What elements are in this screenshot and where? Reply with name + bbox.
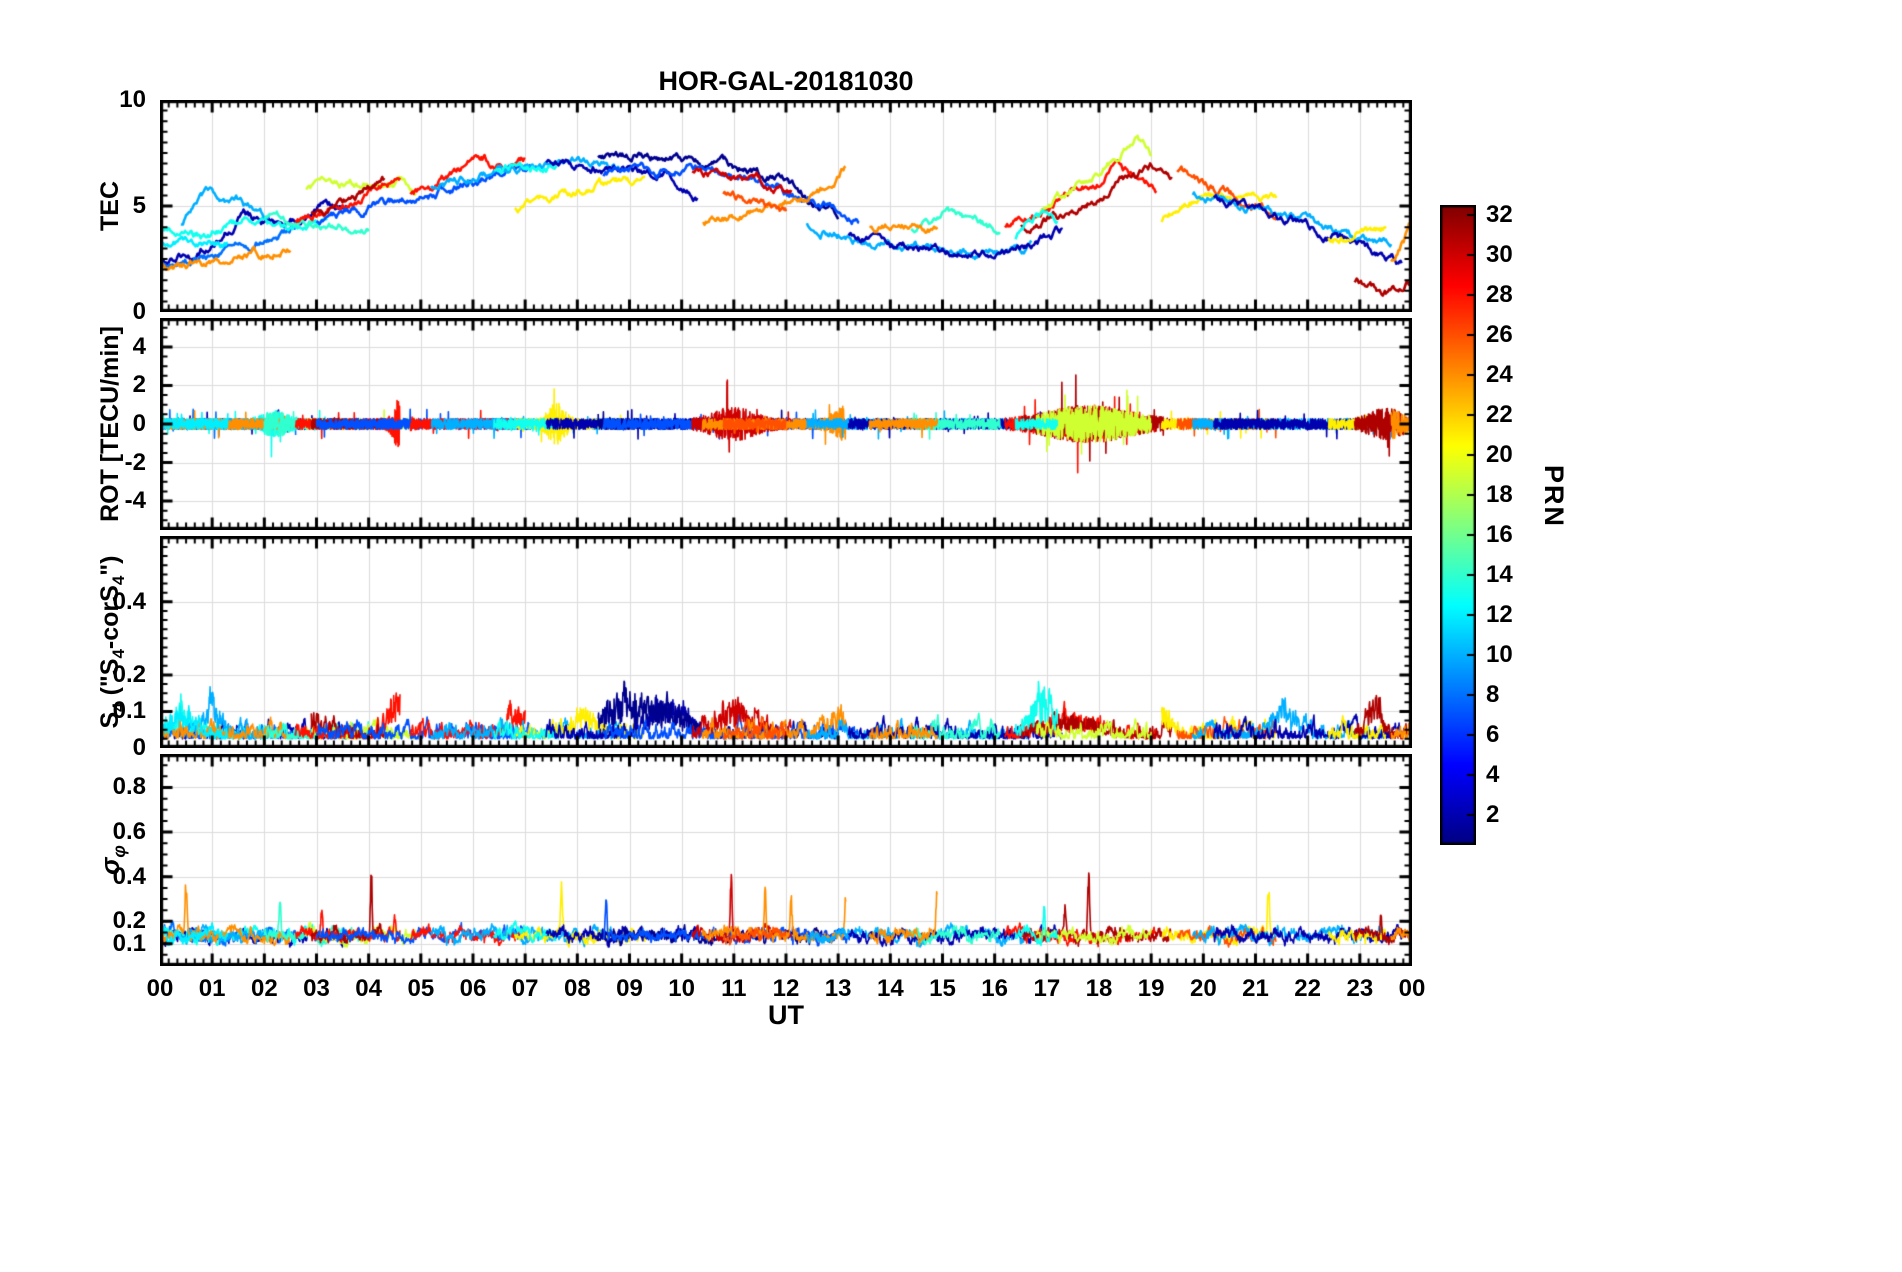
colorbar-tick-label: 28 — [1486, 281, 1513, 308]
sig-panel-canvas — [160, 754, 1412, 966]
colorbar-tick-label: 26 — [1486, 321, 1513, 348]
tec-ytick-label: 10 — [119, 86, 146, 113]
x-tick-label: 03 — [303, 975, 330, 1002]
x-tick-label: 09 — [616, 975, 643, 1002]
s4-ytick-label: 0.1 — [112, 697, 146, 725]
sig-ytick-label: 0.1 — [112, 929, 146, 957]
x-tick-label: 22 — [1294, 975, 1321, 1002]
x-axis-label: UT — [768, 1000, 804, 1030]
x-tick-label: 16 — [981, 975, 1008, 1002]
x-tick-label: 08 — [563, 975, 591, 1002]
colorbar-tick-label: 16 — [1486, 521, 1513, 548]
x-tick-label: 10 — [668, 975, 695, 1002]
colorbar-tick-label: 6 — [1486, 721, 1500, 748]
tec-panel-canvas — [160, 100, 1412, 312]
colorbar-tick-label: 2 — [1486, 801, 1500, 828]
sig-ytick-label: 0.4 — [112, 862, 146, 890]
x-tick-label: 13 — [824, 975, 852, 1002]
colorbar-tick-label: 24 — [1486, 361, 1513, 388]
rot-ytick-label: 2 — [132, 371, 146, 399]
x-tick-label: 17 — [1033, 975, 1061, 1002]
sig-ytick-label: 0.8 — [112, 773, 146, 801]
colorbar-tick-label: 22 — [1486, 401, 1513, 428]
rot-ytick-label: -2 — [124, 448, 146, 476]
x-tick-label: 00 — [146, 975, 174, 1002]
colorbar — [1440, 205, 1476, 845]
colorbar-label: PRN — [1539, 465, 1569, 529]
x-tick-label: 20 — [1189, 975, 1217, 1002]
rot-ytick-label: 4 — [132, 332, 146, 360]
colorbar-tick-label: 8 — [1486, 681, 1500, 708]
x-tick-label: 01 — [198, 975, 226, 1002]
rot-ytick-label: -4 — [124, 487, 146, 515]
rot-panel-canvas — [160, 318, 1412, 530]
x-tick-label: 07 — [511, 975, 539, 1002]
colorbar-tick-label: 30 — [1486, 241, 1513, 268]
x-tick-label: 05 — [407, 975, 435, 1002]
colorbar-tick-label: 20 — [1486, 441, 1513, 468]
x-tick-label: 12 — [772, 975, 800, 1002]
x-tick-label: 04 — [355, 975, 382, 1002]
x-tick-label: 11 — [721, 975, 747, 1002]
s4-panel-canvas — [160, 536, 1412, 748]
x-tick-label: 15 — [929, 975, 956, 1002]
x-tick-label: 00 — [1398, 975, 1426, 1002]
s4-ytick-label: 0 — [132, 734, 146, 761]
rot-ytick-label: 0 — [132, 410, 146, 437]
sig-y-axis-label: σφ — [95, 845, 130, 875]
colorbar-tick-label: 18 — [1486, 481, 1513, 508]
x-tick-label: 14 — [876, 975, 904, 1002]
colorbar-tick-label: 4 — [1486, 761, 1500, 788]
s4-ytick-label: 0.2 — [112, 660, 146, 688]
colorbar-tick-label: 10 — [1486, 641, 1513, 668]
x-tick-label: 19 — [1137, 975, 1165, 1002]
colorbar-tick-label: 14 — [1486, 561, 1513, 588]
x-tick-label: 06 — [459, 975, 487, 1002]
x-tick-label: 18 — [1085, 975, 1113, 1002]
chart-title: HOR-GAL-20181030 — [658, 66, 914, 96]
x-tick-label: 21 — [1242, 975, 1269, 1002]
sig-ytick-label: 0.2 — [112, 907, 146, 935]
sig-ytick-label: 0.6 — [112, 818, 146, 846]
tec-ytick-label: 0 — [132, 298, 146, 325]
tec-ytick-label: 5 — [132, 192, 146, 219]
s4-ytick-label: 0.4 — [112, 587, 146, 615]
colorbar-tick-label: 12 — [1486, 601, 1513, 628]
colorbar-tick-label: 32 — [1486, 201, 1513, 228]
x-tick-label: 23 — [1346, 975, 1374, 1002]
x-tick-label: 02 — [250, 975, 278, 1002]
